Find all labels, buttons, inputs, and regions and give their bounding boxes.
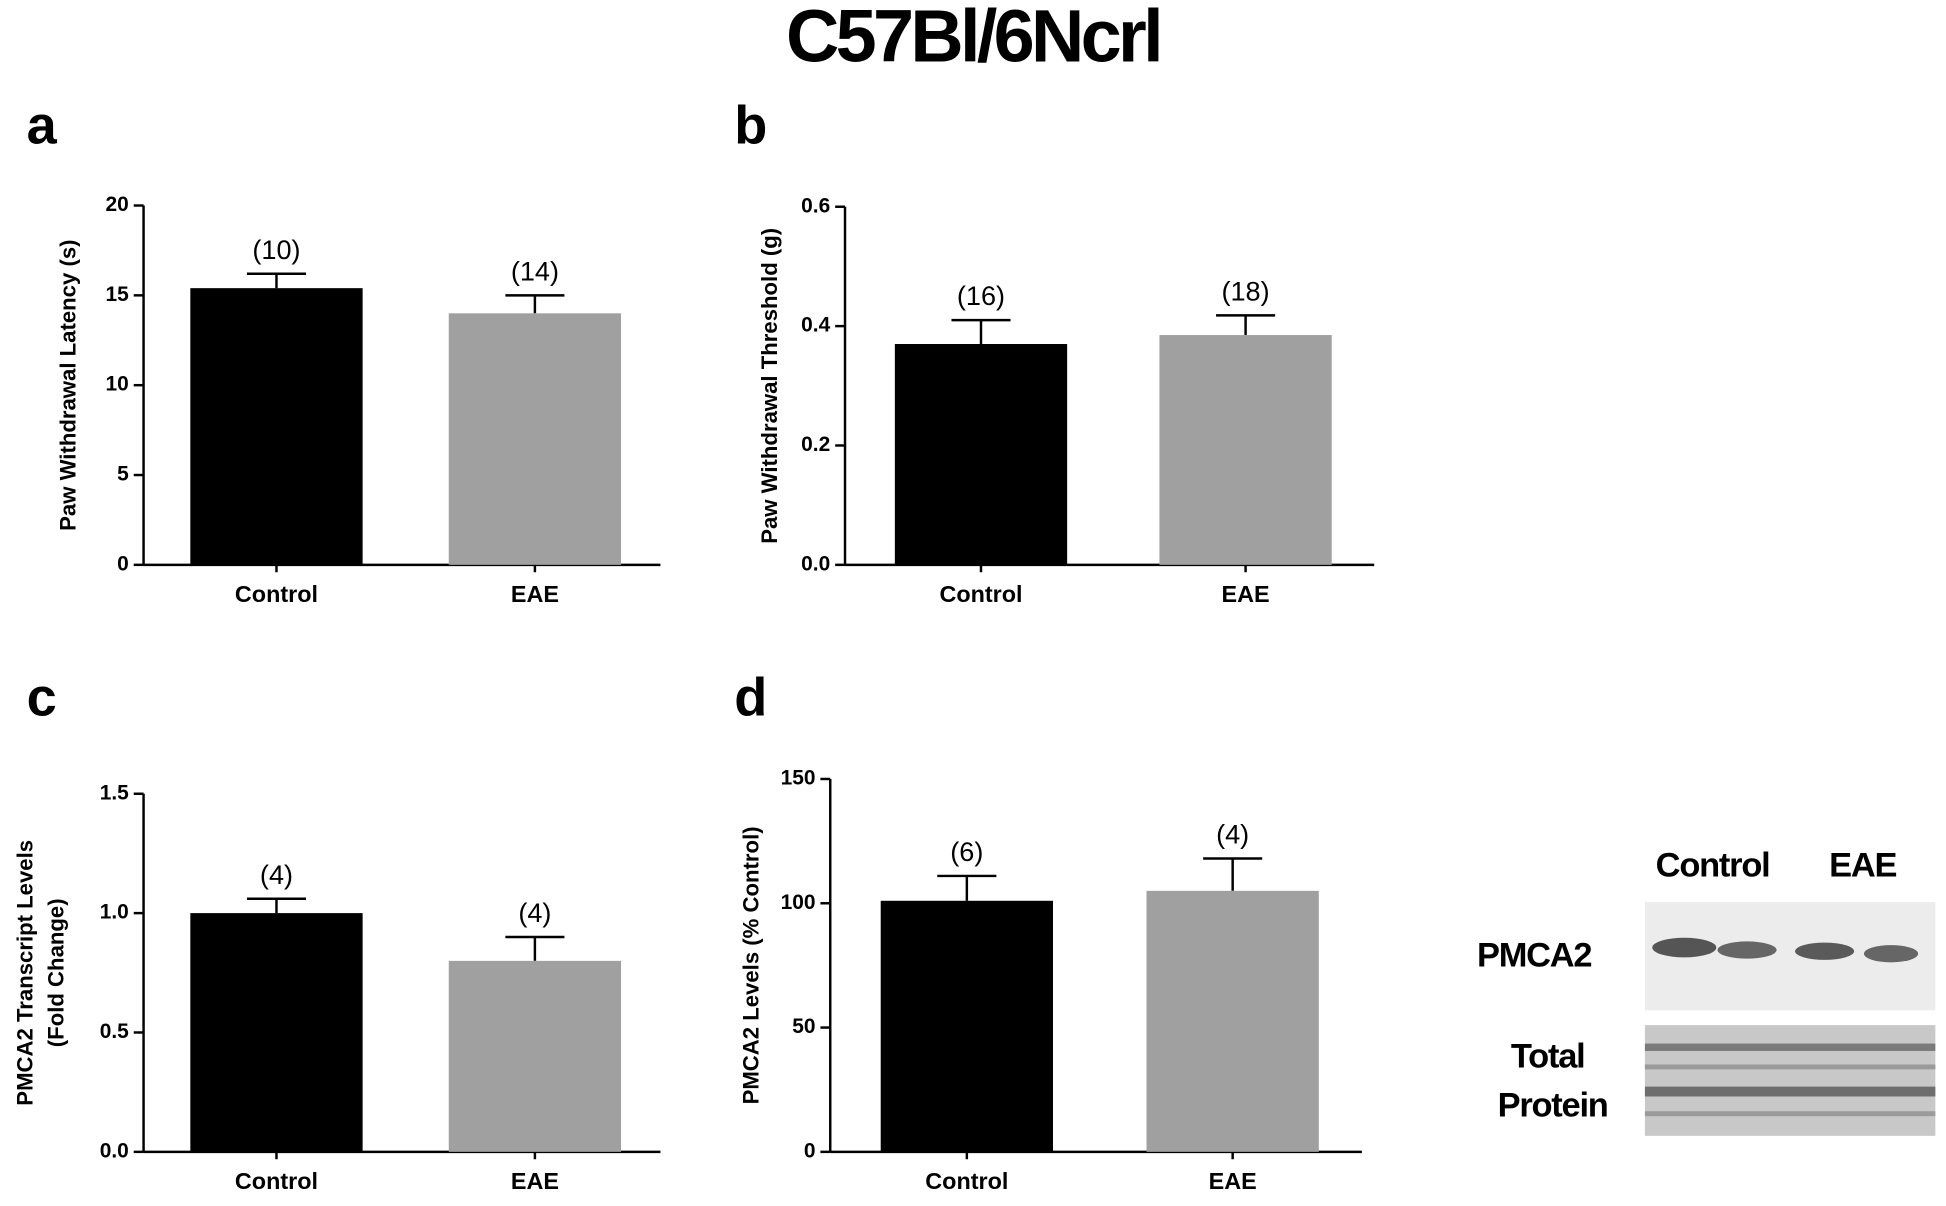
bar [448, 960, 622, 1152]
y-tick-label: 50 [792, 1015, 815, 1038]
panel-letter: d [734, 668, 767, 728]
x-tick-label: EAE [511, 581, 559, 607]
x-tick-label: EAE [1209, 1168, 1257, 1194]
x-tick-label: Control [925, 1168, 1008, 1194]
figure-title: C57Bl/6Ncrl [786, 0, 1160, 77]
panel-letter: a [27, 96, 58, 156]
n-label: (4) [1216, 819, 1249, 850]
y-axis-label: (Fold Change) [43, 898, 68, 1047]
bar [1146, 890, 1319, 1152]
western-blot: Control EAE PMCA2 Total Protein [1477, 847, 1936, 1136]
n-label: (10) [252, 234, 300, 265]
y-axis-label: PMCA2 Transcript Levels [13, 840, 38, 1106]
y-tick-label: 150 [781, 767, 816, 790]
bar [880, 900, 1053, 1152]
n-label: (16) [957, 280, 1005, 311]
x-tick-label: Control [235, 1168, 318, 1194]
n-label: (14) [511, 255, 559, 286]
n-label: (18) [1222, 275, 1270, 306]
y-tick-label: 0 [804, 1139, 816, 1162]
y-tick-label: 0 [117, 552, 129, 575]
y-tick-label: 5 [117, 463, 129, 486]
x-tick-label: EAE [1222, 581, 1270, 607]
n-label: (4) [260, 859, 293, 890]
y-tick-label: 0.6 [801, 194, 830, 217]
y-tick-label: 10 [106, 373, 129, 396]
y-axis-label: Paw Withdrawal Threshold (g) [757, 228, 782, 544]
blot-row-label: Total [1511, 1037, 1585, 1075]
y-tick-label: 0.4 [801, 314, 830, 337]
bar [190, 288, 363, 565]
bar [448, 313, 622, 565]
lane-label: EAE [1829, 847, 1896, 885]
y-tick-label: 100 [781, 891, 816, 914]
y-axis-label: Paw Withdrawal Latency (s) [56, 239, 81, 530]
n-label: (6) [950, 836, 983, 867]
bar [1159, 335, 1332, 565]
panel-letter: c [27, 668, 57, 728]
lane-label: Control [1656, 847, 1770, 885]
bar [894, 344, 1068, 565]
y-tick-label: 15 [106, 283, 130, 306]
y-tick-label: 0.2 [801, 433, 830, 456]
y-tick-label: 0.0 [801, 552, 830, 575]
x-tick-label: EAE [511, 1168, 559, 1194]
y-tick-label: 1.0 [100, 901, 129, 924]
bar [190, 913, 363, 1152]
panel-letter: b [734, 96, 767, 156]
y-tick-label: 20 [106, 193, 129, 216]
n-label: (4) [518, 897, 551, 928]
y-axis-label: PMCA2 Levels (% Control) [739, 826, 764, 1104]
blot-row-label: Protein [1498, 1087, 1608, 1125]
y-tick-label: 0.5 [100, 1020, 129, 1043]
x-tick-label: Control [235, 581, 318, 607]
y-tick-label: 0.0 [100, 1139, 129, 1162]
blot-row-label: PMCA2 [1477, 937, 1591, 975]
x-tick-label: Control [939, 581, 1022, 607]
y-tick-label: 1.5 [100, 781, 129, 804]
